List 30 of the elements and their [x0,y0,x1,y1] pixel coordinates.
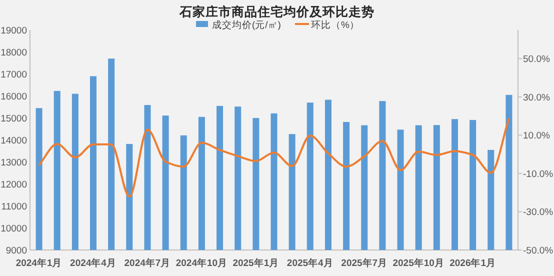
x-tick-label: 2026年1月 [450,257,496,269]
y-tick-label: 11000 [1,202,27,212]
line-series [38,117,510,198]
y2-tick-label: -30.0% [523,207,554,218]
y2-tick-label: -10.0% [523,168,554,180]
y-tick-label: 12000 [0,180,27,190]
y-tick-label: 15000 [0,114,27,124]
x-tick-label: 2025年1月 [232,257,280,269]
y2-tick-label: 50.0% [523,54,550,66]
legend-label: 环比（%） [311,19,360,31]
x-tick-label: 2025年10月 [392,257,444,269]
y-tick-label: 10000 [0,224,27,234]
y-tick-label: 13000 [0,158,27,168]
y2-tick-label: 30.0% [523,92,550,104]
y2-tick-label: 10.0% [523,130,550,142]
x-tick-label: 2024年10月 [176,257,228,269]
legend-label: 成交均价(元/㎡) [212,19,281,31]
y-tick-label: 14000 [0,136,27,146]
chart-title: 石家庄市商品住宅均价及环比走势 [178,4,374,19]
x-tick-label: 2025年7月 [341,257,388,269]
y-tick-label: 19000 [0,26,27,36]
y2-tick-label: -50.0% [523,246,554,256]
y-tick-label: 9000 [6,246,27,256]
x-tick-label: 2024年1月 [16,257,62,269]
x-tick-label: 2024年7月 [124,257,171,269]
y-tick-label: 17000 [0,70,27,80]
y-tick-label: 16000 [0,92,27,102]
x-tick-label: 2024年4月 [70,257,116,269]
x-tick-label: 2025年4月 [286,257,334,269]
y-tick-label: 18000 [0,48,27,58]
